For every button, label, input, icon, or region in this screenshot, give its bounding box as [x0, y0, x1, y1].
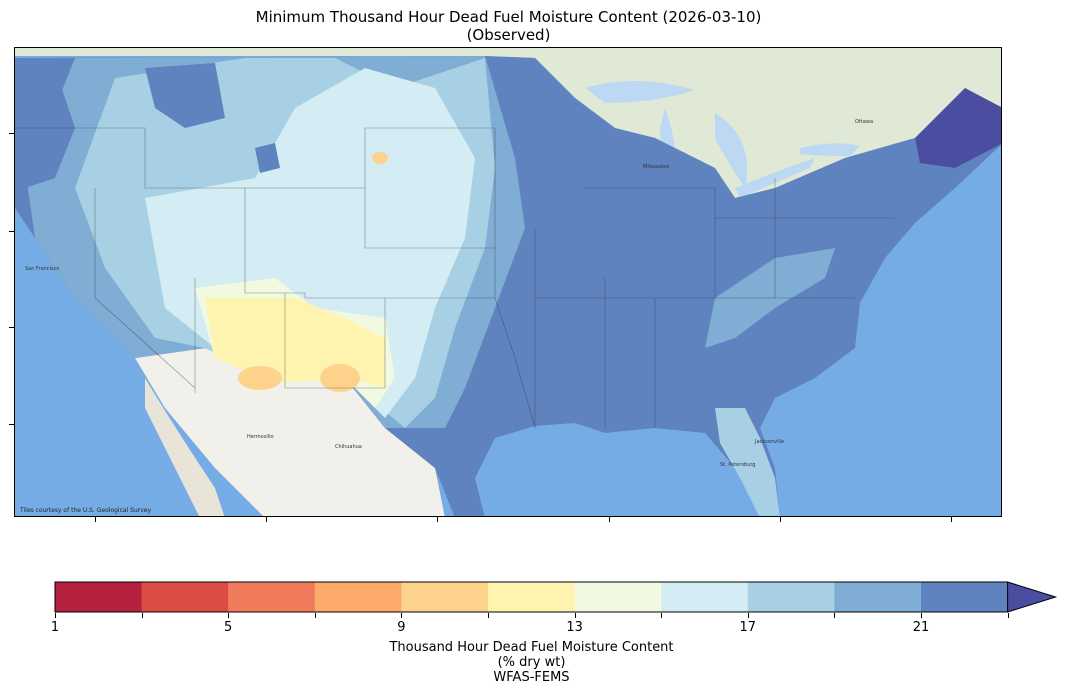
colorbar-tickmark [747, 613, 749, 618]
city-label: Jacksonville [754, 439, 784, 445]
fuel-moisture-map: San Francisco Milwaukee Ottawa Jacksonvi… [15, 48, 1001, 516]
colorbar-tickmark [401, 613, 403, 618]
band-19-florida [715, 408, 780, 516]
canada-land [15, 48, 1001, 198]
y-tick [9, 424, 14, 425]
y-tick [9, 231, 14, 232]
colorbar-tick-label: 9 [397, 620, 406, 635]
state-boundaries [15, 127, 895, 429]
colorbar-segment [747, 582, 835, 612]
city-label: St. Petersburg [720, 462, 755, 468]
chart-title: Minimum Thousand Hour Dead Fuel Moisture… [255, 8, 762, 26]
city-label: Milwaukee [643, 164, 669, 170]
x-tick [780, 517, 781, 522]
colorbar-tick-label: 21 [912, 620, 930, 635]
y-tick [9, 133, 14, 134]
x-tick [951, 517, 952, 522]
mexico-land [135, 348, 445, 516]
colorbar-outline [54, 581, 1008, 613]
colorbar-tick-label: 5 [224, 620, 233, 635]
city-label: San Francisco [25, 266, 59, 272]
y-tick [9, 327, 14, 328]
colorbar-segment [834, 582, 922, 612]
colorbar-segment [141, 582, 229, 612]
colorbar-tickmark [1007, 613, 1009, 618]
x-tick [266, 517, 267, 522]
colorbar-segment [488, 582, 576, 612]
colorbar-label: Thousand Hour Dead Fuel Moisture Content [389, 640, 674, 655]
colorbar-tickmark [921, 613, 922, 618]
baja-california [145, 378, 225, 516]
colorbar-tickmark [834, 613, 836, 618]
map-panel[interactable]: San Francisco Milwaukee Ottawa Jacksonvi… [14, 47, 1002, 517]
colorbar-segment [401, 582, 489, 612]
band-21-idaho [145, 63, 225, 128]
colorbar-tick-label: 1 [50, 620, 60, 635]
colorbar-segment [55, 582, 143, 612]
colorbar-segment [661, 582, 749, 612]
colorbar-tickmark [228, 613, 230, 618]
chart-subtitle: (Observed) [466, 26, 551, 44]
colorbar-tick-label: 17 [739, 620, 757, 635]
colorbar-segment [574, 582, 662, 612]
colorbar-tickmark [141, 613, 143, 618]
colorbar-tickmark [55, 613, 56, 618]
lake-ontario [800, 143, 860, 156]
colorbar-tickmark [488, 613, 489, 618]
band-9-newmexico [320, 364, 360, 392]
tile-attribution: Tiles courtesy of the U.S. Geological Su… [20, 507, 152, 514]
city-label: Hermosillo [247, 434, 274, 440]
band-9-dakota [372, 152, 388, 164]
x-tick [95, 517, 96, 522]
colorbar-units: (% dry wt) [497, 655, 566, 670]
band-23-maine [915, 88, 1001, 168]
colorbar-tickmark [661, 613, 663, 618]
colorbar-segment [314, 582, 402, 612]
colorbar-tickmark [574, 613, 576, 618]
lake-superior [585, 80, 695, 103]
colorbar [54, 581, 1058, 613]
band-9-arizona [238, 366, 282, 390]
colorbar-tick-label: 13 [566, 620, 583, 635]
x-tick [437, 517, 438, 522]
lake-huron [715, 113, 747, 188]
city-label: Ottawa [855, 119, 873, 125]
colorbar-tickmark [314, 613, 316, 618]
colorbar-segment [228, 582, 316, 612]
colorbar-segment [921, 582, 1009, 612]
x-tick [609, 517, 610, 522]
colorbar-extend-arrow [1007, 581, 1058, 613]
city-label: Chihuahua [335, 444, 362, 450]
band-21-wyoming [255, 143, 280, 173]
colorbar-source: WFAS-FEMS [493, 670, 570, 685]
